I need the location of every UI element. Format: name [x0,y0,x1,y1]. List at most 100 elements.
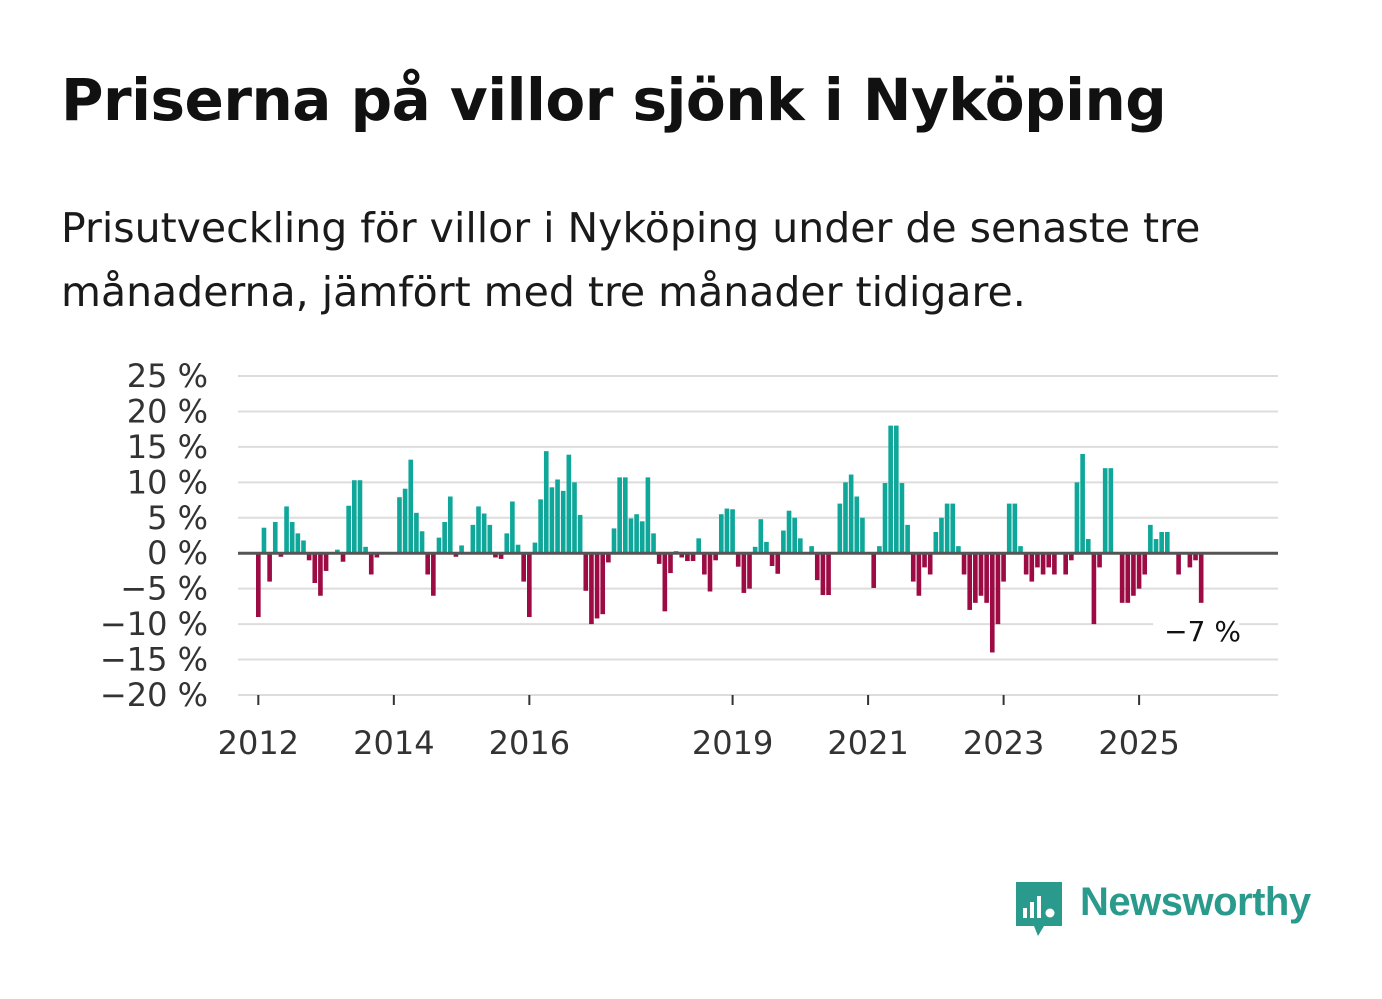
bar [967,553,973,610]
bar [752,546,758,554]
bar [521,553,526,582]
bar [1176,553,1181,575]
bar [741,553,747,593]
bar [984,553,989,603]
bar [639,521,645,554]
bar [1046,553,1052,568]
bar [351,480,357,554]
bar [628,518,634,554]
bar [961,553,967,575]
y-tick-label: 25 % [127,357,208,395]
bar [538,499,543,554]
bar [397,497,402,554]
bar [436,537,442,554]
bar [306,553,312,561]
bar [1142,553,1148,575]
last-value-annotation: −7 % [1164,615,1241,648]
bar [1040,553,1046,575]
bar [809,546,814,554]
bar [899,483,905,554]
bar [487,524,493,554]
bar [419,531,425,554]
bar [1108,468,1114,554]
bar [431,553,436,596]
bar [481,513,487,554]
bar [589,553,594,625]
bar [532,542,538,554]
y-tick-label: 0 % [147,534,208,572]
bar [1131,553,1136,596]
bar [1159,531,1164,554]
bar [1069,553,1074,561]
bar [1125,553,1131,603]
axes: 25 %20 %15 %10 %5 %0 %−5 %−10 %−15 %−20 … [100,357,1278,762]
bar [871,553,877,588]
bar [685,553,690,562]
bar [702,553,707,575]
bar [442,522,447,554]
page-title: Priserna på villor sjönk i Nyköping [61,66,1167,134]
bar [357,480,363,554]
bar [572,482,577,554]
bar [368,553,374,575]
bar [1187,553,1193,568]
bar [295,533,301,554]
bar [877,546,882,554]
bar [267,553,272,582]
bar [1023,553,1029,575]
bar [724,508,730,554]
bar [414,512,419,554]
bar [1012,503,1018,554]
bar [713,553,718,561]
bar-series [256,425,1204,653]
bar [498,553,504,559]
bar [905,524,910,554]
bar [1164,531,1170,554]
bar [922,553,927,568]
bar [978,553,984,596]
y-tick-label: 20 % [127,392,208,430]
bar [781,530,786,554]
bar [927,553,933,575]
grid-lines [238,375,1278,696]
bar [515,544,521,554]
bar [543,451,549,554]
y-tick-label: −15 % [100,641,208,679]
y-tick-label: 5 % [147,499,208,537]
bar [747,553,752,589]
bar [583,553,589,591]
bar [363,546,368,554]
y-tick-label: 10 % [127,463,208,501]
x-tick-label: 2012 [218,724,299,762]
bar [617,477,622,554]
bar [611,528,617,554]
bar [453,553,459,557]
bar [577,514,583,554]
x-tick-label: 2025 [1098,724,1179,762]
bar [848,474,854,554]
bar [527,553,532,618]
bar [837,503,843,554]
bar-chart: 25 %20 %15 %10 %5 %0 %−5 %−10 %−15 %−20 … [100,357,1278,762]
bar [566,454,572,554]
bar [510,501,515,554]
bar [1029,553,1035,582]
bar [1198,553,1204,603]
bar [606,553,611,563]
bar [284,506,289,554]
bar [690,553,696,562]
bar [1063,553,1068,575]
bar [860,517,865,554]
bar [826,553,831,596]
bar [645,477,651,554]
bar [843,482,848,554]
bar [758,519,764,554]
newsworthy-logo: Newsworthy [1012,878,1332,942]
bar [1006,503,1012,554]
y-tick-label: 15 % [127,428,208,466]
x-tick-label: 2014 [353,724,434,762]
bar [1148,524,1153,554]
bar [696,538,702,554]
bar [939,517,944,554]
bar [1136,553,1142,589]
